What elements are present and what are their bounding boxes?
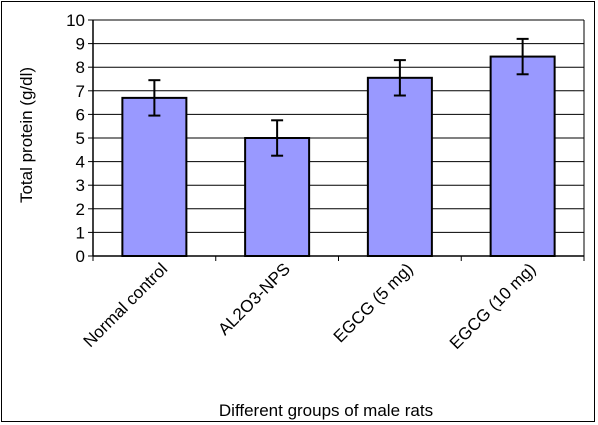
- x-axis-title: Different groups of male rats: [219, 401, 433, 420]
- x-tick-label: EGCG (5 mg): [330, 259, 417, 346]
- error-bars: [148, 37, 529, 157]
- x-tick-label: AL2O3-NPS: [214, 259, 294, 339]
- bar: [366, 76, 433, 257]
- y-tick-label: 7: [76, 82, 85, 101]
- y-axis-title: Total protein (g/dl): [17, 67, 36, 203]
- x-tick-label: EGCG (10 mg): [446, 259, 540, 353]
- y-tick-label: 8: [76, 58, 85, 77]
- x-tick-label: Normal control: [80, 259, 172, 351]
- y-tick-label: 3: [76, 176, 85, 195]
- y-tick-label: 4: [76, 153, 85, 172]
- bar: [121, 96, 188, 257]
- bar: [489, 55, 556, 257]
- y-tick-label: 9: [76, 35, 85, 54]
- y-tick-label: 10: [66, 11, 85, 30]
- y-tick-labels: 0 1 2 3 4 5 6 7 8 9 10: [66, 11, 85, 266]
- y-tick-label: 0: [76, 247, 85, 266]
- bars: [121, 55, 556, 257]
- x-tick-labels: Normal control AL2O3-NPS EGCG (5 mg) EGCG (…: [80, 259, 540, 353]
- y-tick-label: 2: [76, 200, 85, 219]
- y-tick-label: 1: [76, 223, 85, 242]
- y-tick-label: 5: [76, 129, 85, 148]
- axes: [88, 19, 585, 261]
- y-tick-label: 6: [76, 105, 85, 124]
